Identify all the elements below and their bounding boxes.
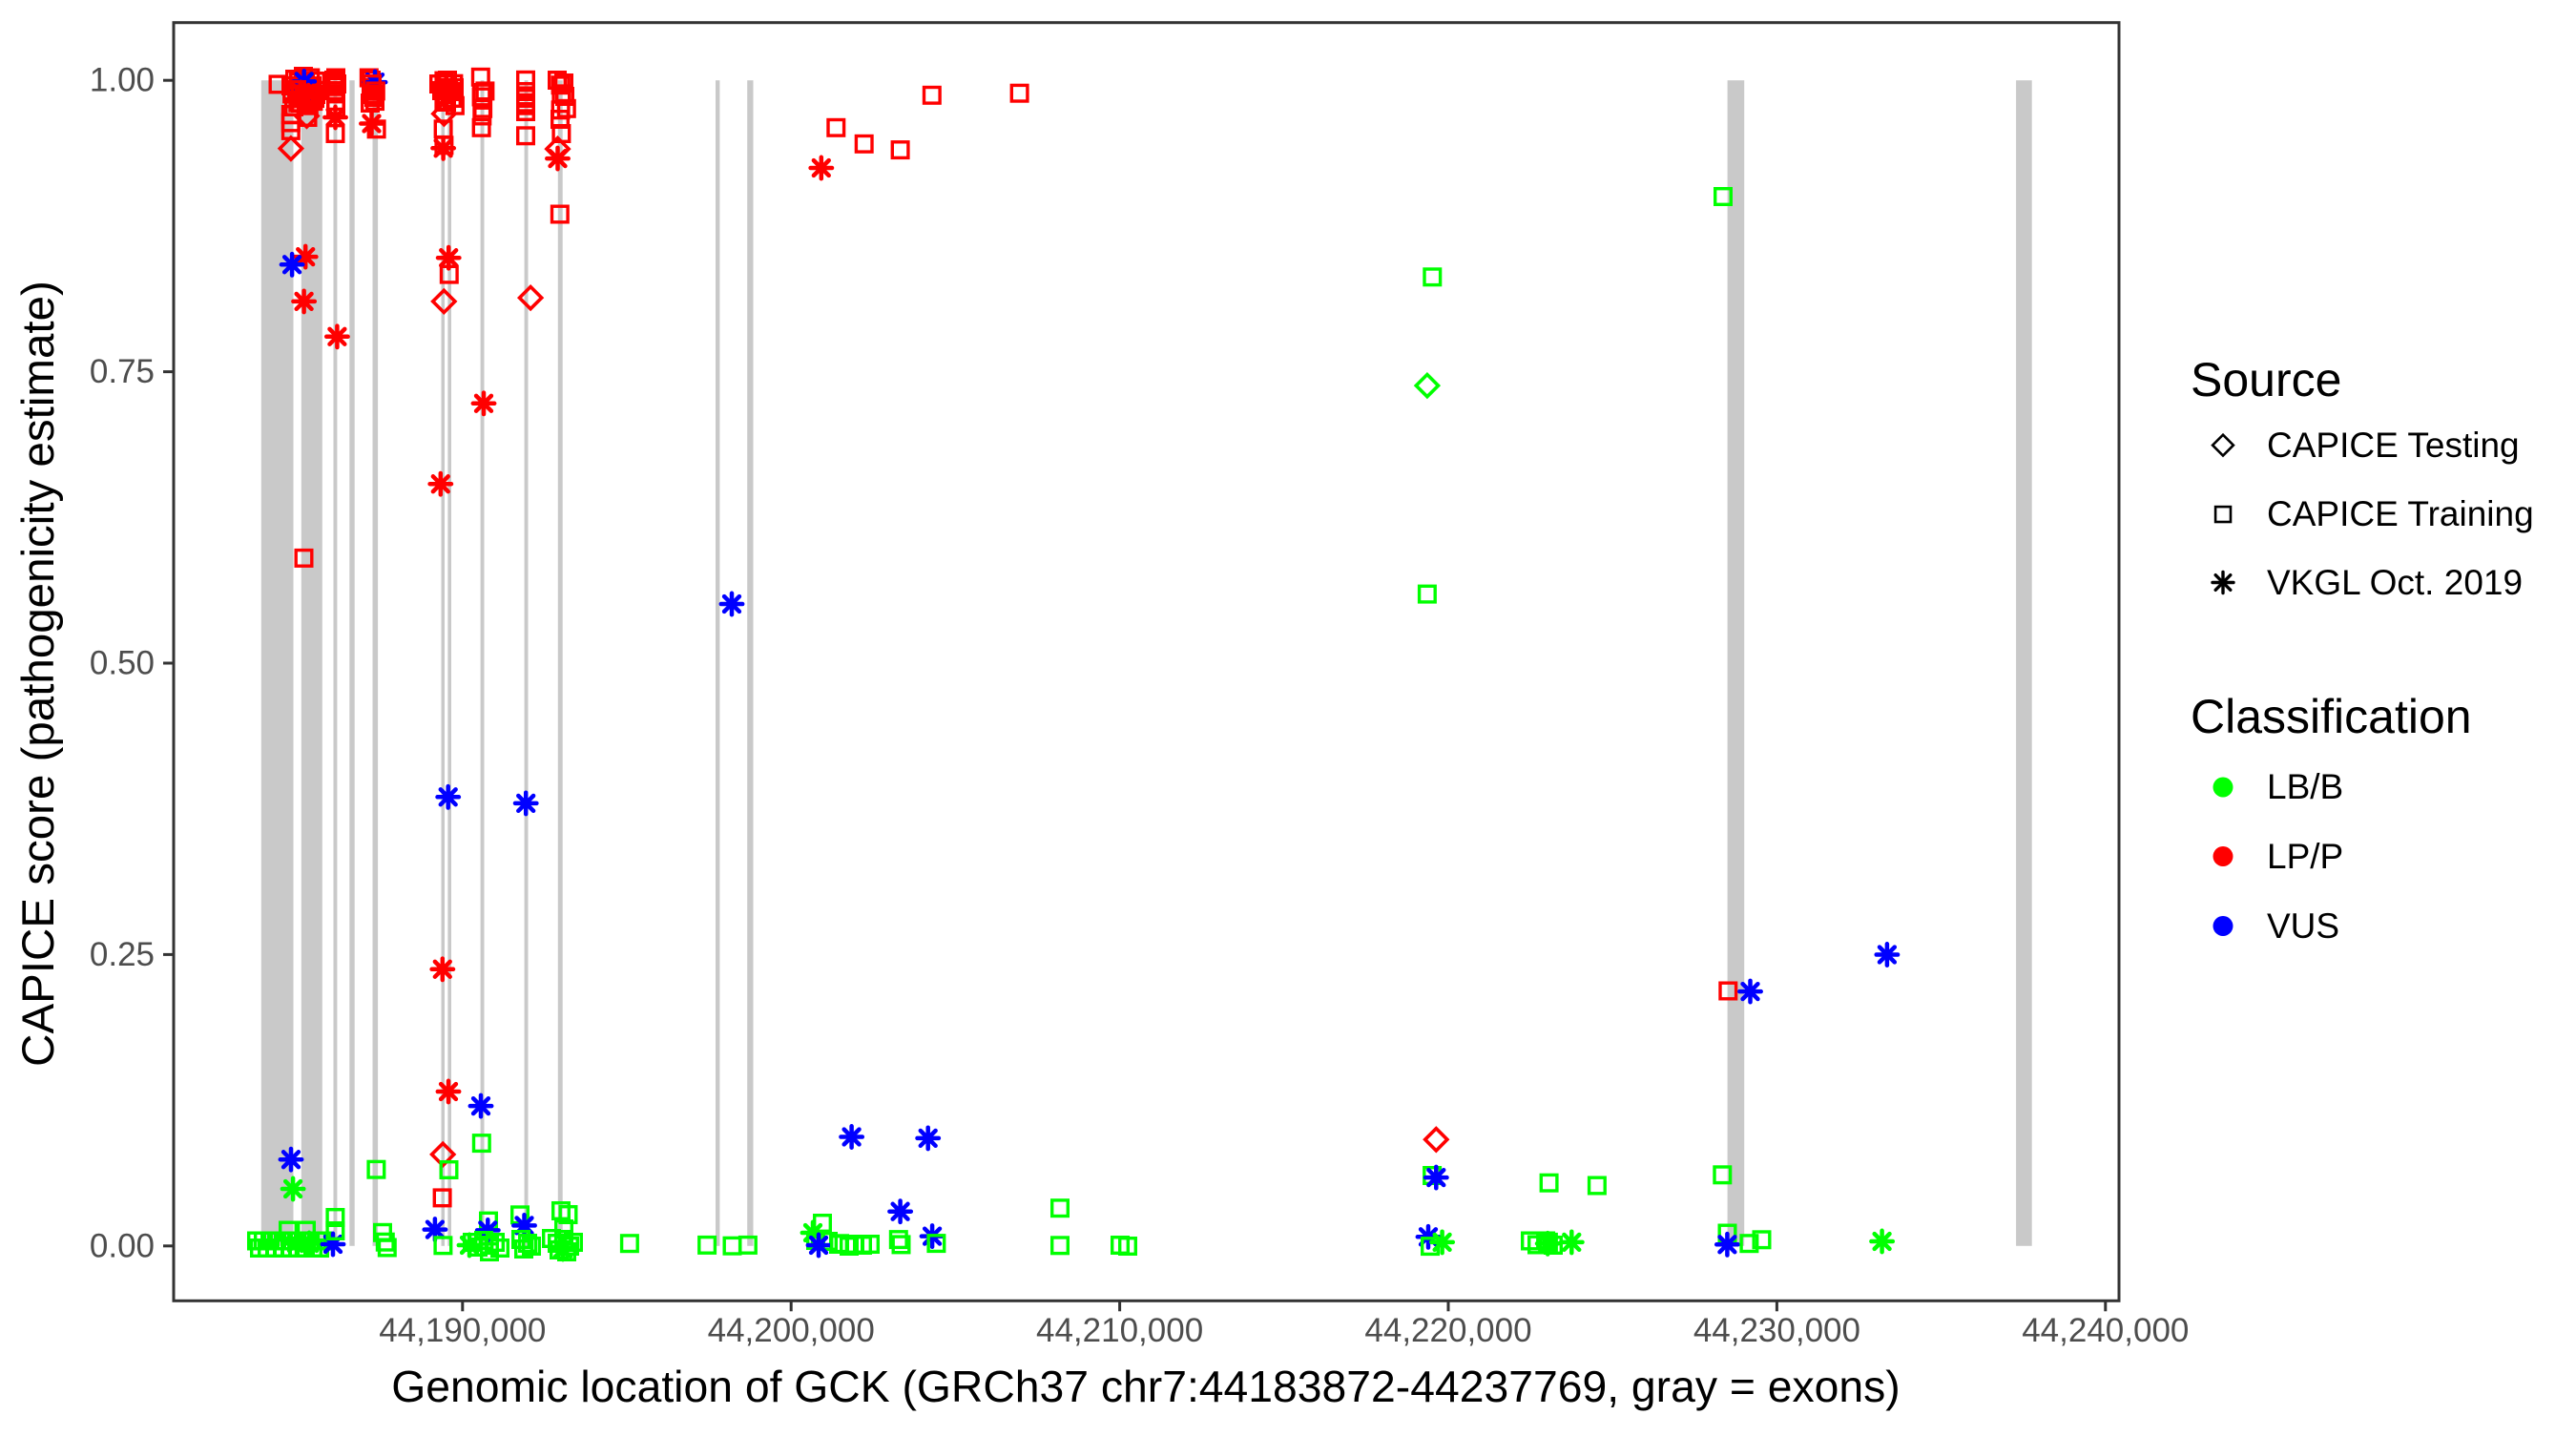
- svg-text:LB/B: LB/B: [2267, 767, 2343, 806]
- svg-text:CAPICE score (pathogenicity es: CAPICE score (pathogenicity estimate): [13, 281, 64, 1067]
- svg-text:1.00: 1.00: [90, 62, 155, 99]
- svg-text:Genomic location of GCK (GRCh3: Genomic location of GCK (GRCh37 chr7:441…: [391, 1362, 1900, 1411]
- svg-text:44,240,000: 44,240,000: [2022, 1312, 2189, 1349]
- svg-text:0.50: 0.50: [90, 645, 155, 682]
- svg-text:CAPICE Training: CAPICE Training: [2267, 494, 2534, 533]
- svg-text:VUS: VUS: [2267, 906, 2339, 946]
- svg-text:44,210,000: 44,210,000: [1036, 1312, 1203, 1349]
- svg-text:CAPICE Testing: CAPICE Testing: [2267, 426, 2520, 465]
- svg-text:0.00: 0.00: [90, 1227, 155, 1264]
- svg-text:44,230,000: 44,230,000: [1693, 1312, 1860, 1349]
- svg-text:Classification: Classification: [2191, 690, 2472, 743]
- svg-text:Source: Source: [2191, 353, 2341, 406]
- svg-text:44,220,000: 44,220,000: [1364, 1312, 1531, 1349]
- svg-text:44,200,000: 44,200,000: [708, 1312, 875, 1349]
- svg-text:LP/P: LP/P: [2267, 837, 2343, 876]
- svg-text:44,190,000: 44,190,000: [379, 1312, 546, 1349]
- svg-text:0.75: 0.75: [90, 353, 155, 390]
- svg-text:VKGL Oct. 2019: VKGL Oct. 2019: [2267, 563, 2523, 602]
- svg-text:0.25: 0.25: [90, 936, 155, 973]
